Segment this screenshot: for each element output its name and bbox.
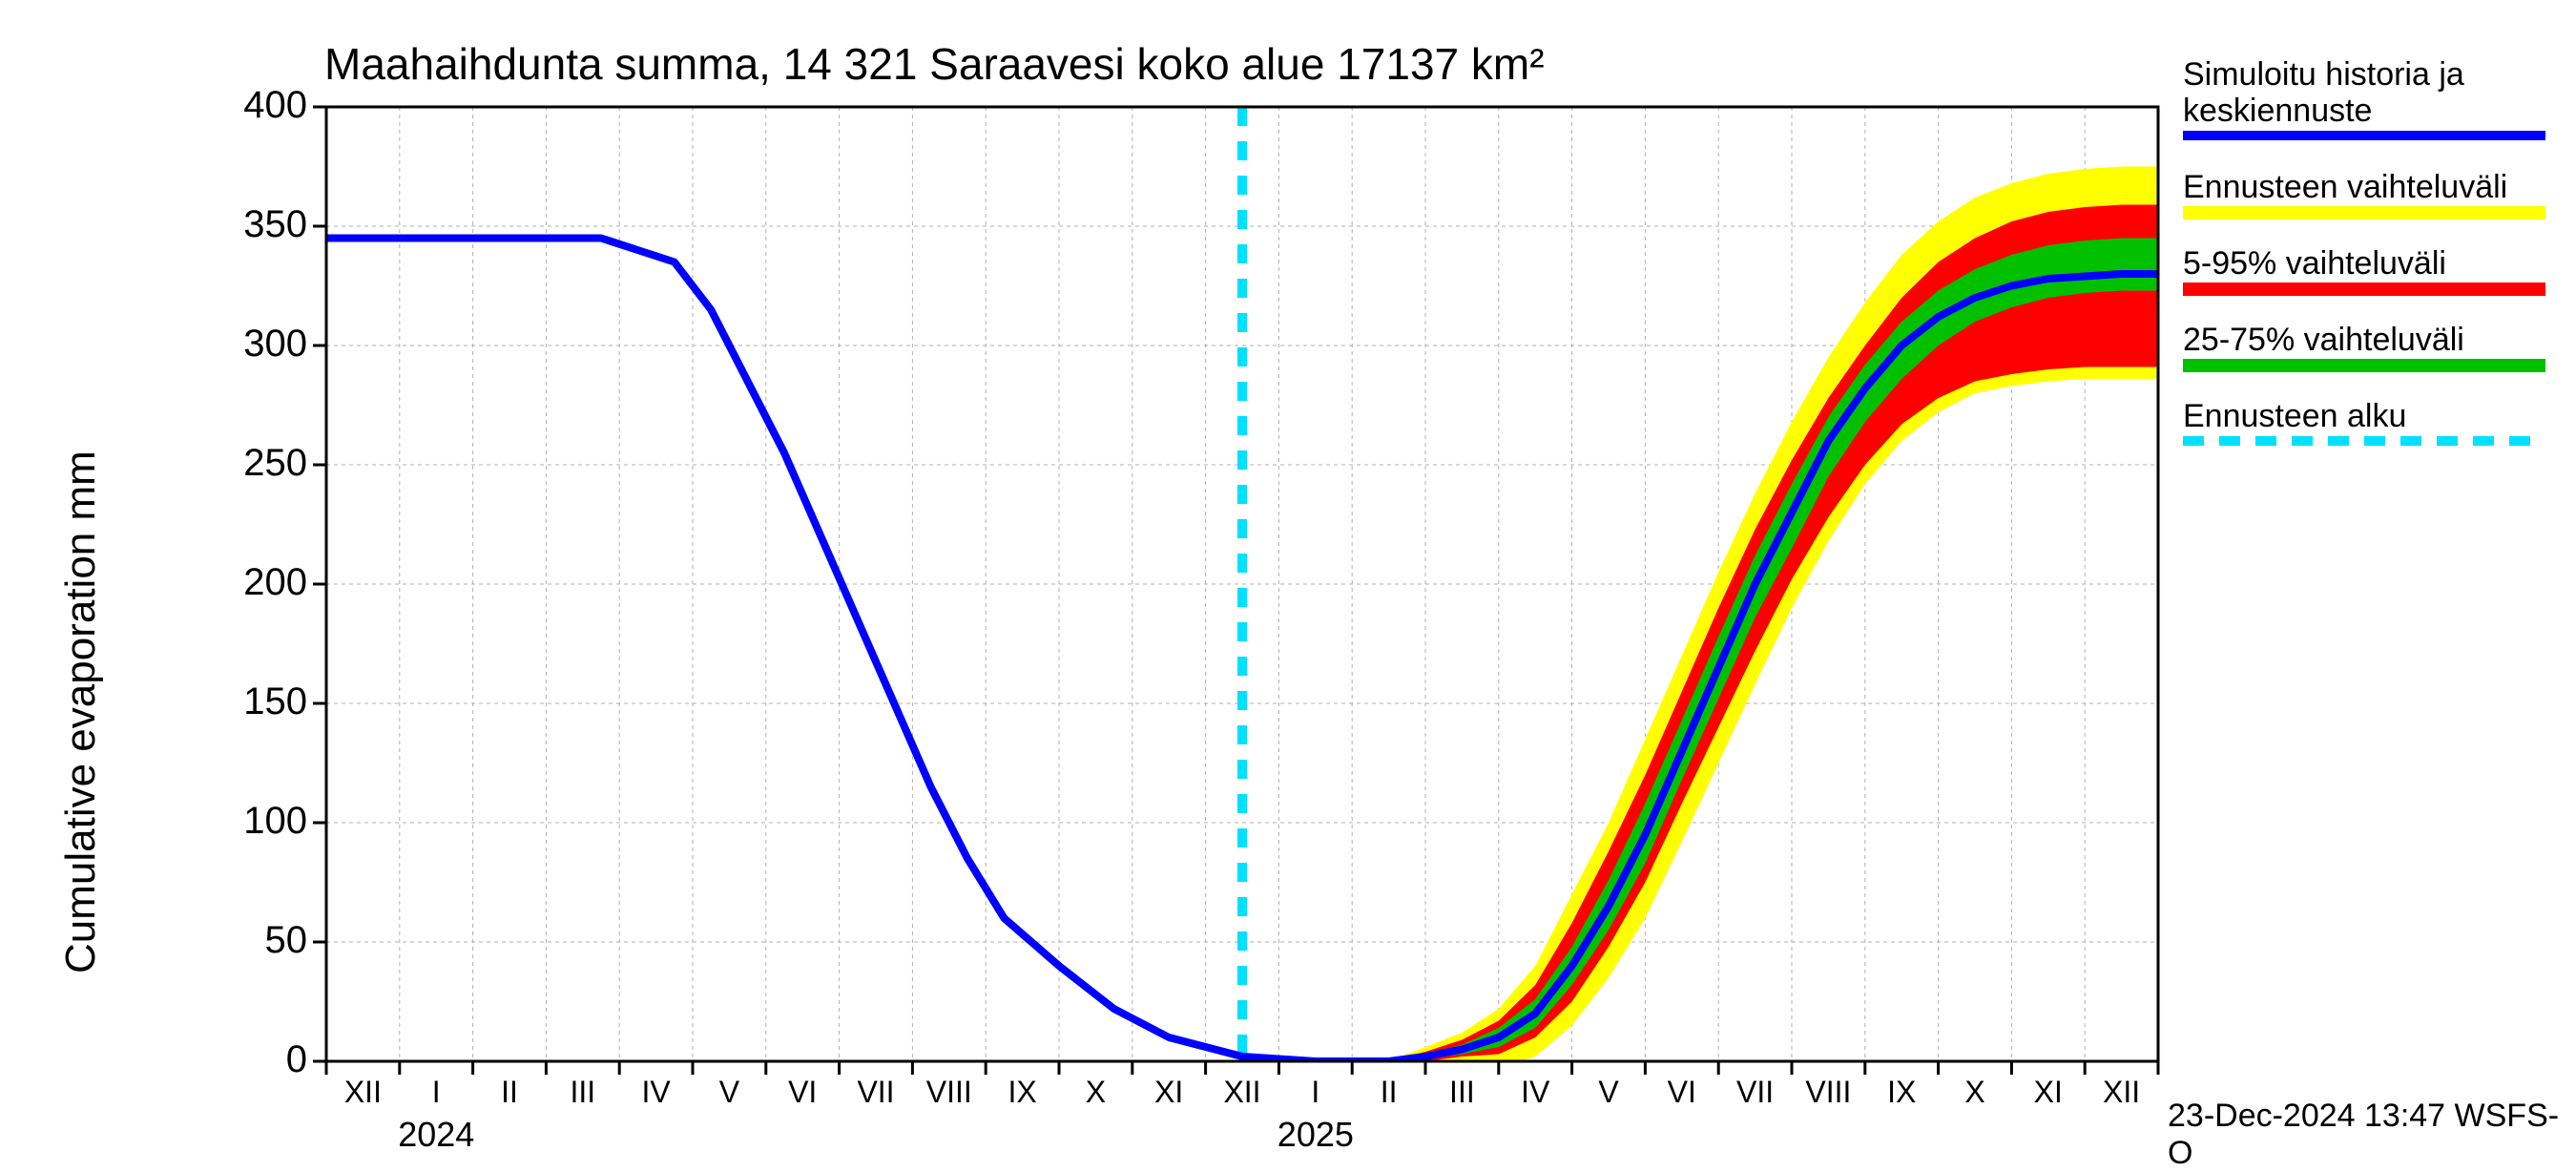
y-tick-label: 400 bbox=[212, 84, 307, 127]
x-tick-label: IV bbox=[1506, 1075, 1564, 1110]
y-tick-label: 50 bbox=[212, 919, 307, 962]
legend-item-label: 5-95% vaihteluväli bbox=[2183, 246, 2446, 282]
x-tick-label: XII bbox=[1214, 1075, 1271, 1110]
x-year-label: 2024 bbox=[398, 1115, 474, 1155]
x-year-label: 2025 bbox=[1278, 1115, 1354, 1155]
x-tick-label: II bbox=[481, 1075, 538, 1110]
x-tick-label: VII bbox=[1727, 1075, 1784, 1110]
legend-item-label: Ennusteen vaihteluväli bbox=[2183, 170, 2507, 205]
x-tick-label: XII bbox=[334, 1075, 391, 1110]
x-tick-label: VII bbox=[847, 1075, 904, 1110]
x-tick-label: XI bbox=[2020, 1075, 2077, 1110]
x-tick-label: XII bbox=[2093, 1075, 2150, 1110]
x-tick-label: I bbox=[407, 1075, 465, 1110]
legend-item-label: Simuloitu historia ja bbox=[2183, 57, 2464, 93]
y-tick-label: 350 bbox=[212, 203, 307, 246]
x-tick-label: X bbox=[1067, 1075, 1124, 1110]
x-tick-label: VI bbox=[774, 1075, 831, 1110]
chart-title: Maahaihdunta summa, 14 321 Saraavesi kok… bbox=[324, 38, 1545, 90]
x-tick-label: VIII bbox=[1799, 1075, 1857, 1110]
x-tick-label: III bbox=[554, 1075, 612, 1110]
x-tick-label: V bbox=[1580, 1075, 1637, 1110]
y-tick-label: 250 bbox=[212, 442, 307, 485]
x-tick-label: I bbox=[1287, 1075, 1344, 1110]
x-tick-label: IX bbox=[1873, 1075, 1930, 1110]
x-tick-label: II bbox=[1361, 1075, 1418, 1110]
x-tick-label: V bbox=[700, 1075, 758, 1110]
x-tick-label: XI bbox=[1140, 1075, 1197, 1110]
y-tick-label: 150 bbox=[212, 680, 307, 723]
legend-item-label: keskiennuste bbox=[2183, 94, 2372, 129]
y-axis-label: Cumulative evaporation mm bbox=[57, 450, 105, 973]
x-tick-label: IX bbox=[994, 1075, 1051, 1110]
x-tick-label: VI bbox=[1653, 1075, 1711, 1110]
y-tick-label: 300 bbox=[212, 323, 307, 366]
footer-timestamp: 23-Dec-2024 13:47 WSFS-O bbox=[2168, 1098, 2576, 1172]
x-tick-label: VIII bbox=[921, 1075, 978, 1110]
legend-item-label: 25-75% vaihteluväli bbox=[2183, 323, 2464, 358]
x-tick-label: IV bbox=[628, 1075, 685, 1110]
legend-item-label: Ennusteen alku bbox=[2183, 399, 2406, 434]
y-tick-label: 0 bbox=[212, 1038, 307, 1081]
y-tick-label: 200 bbox=[212, 561, 307, 604]
y-tick-label: 100 bbox=[212, 800, 307, 843]
x-tick-label: X bbox=[1946, 1075, 2004, 1110]
x-tick-label: III bbox=[1433, 1075, 1490, 1110]
chart-container: Maahaihdunta summa, 14 321 Saraavesi kok… bbox=[0, 0, 2576, 1145]
